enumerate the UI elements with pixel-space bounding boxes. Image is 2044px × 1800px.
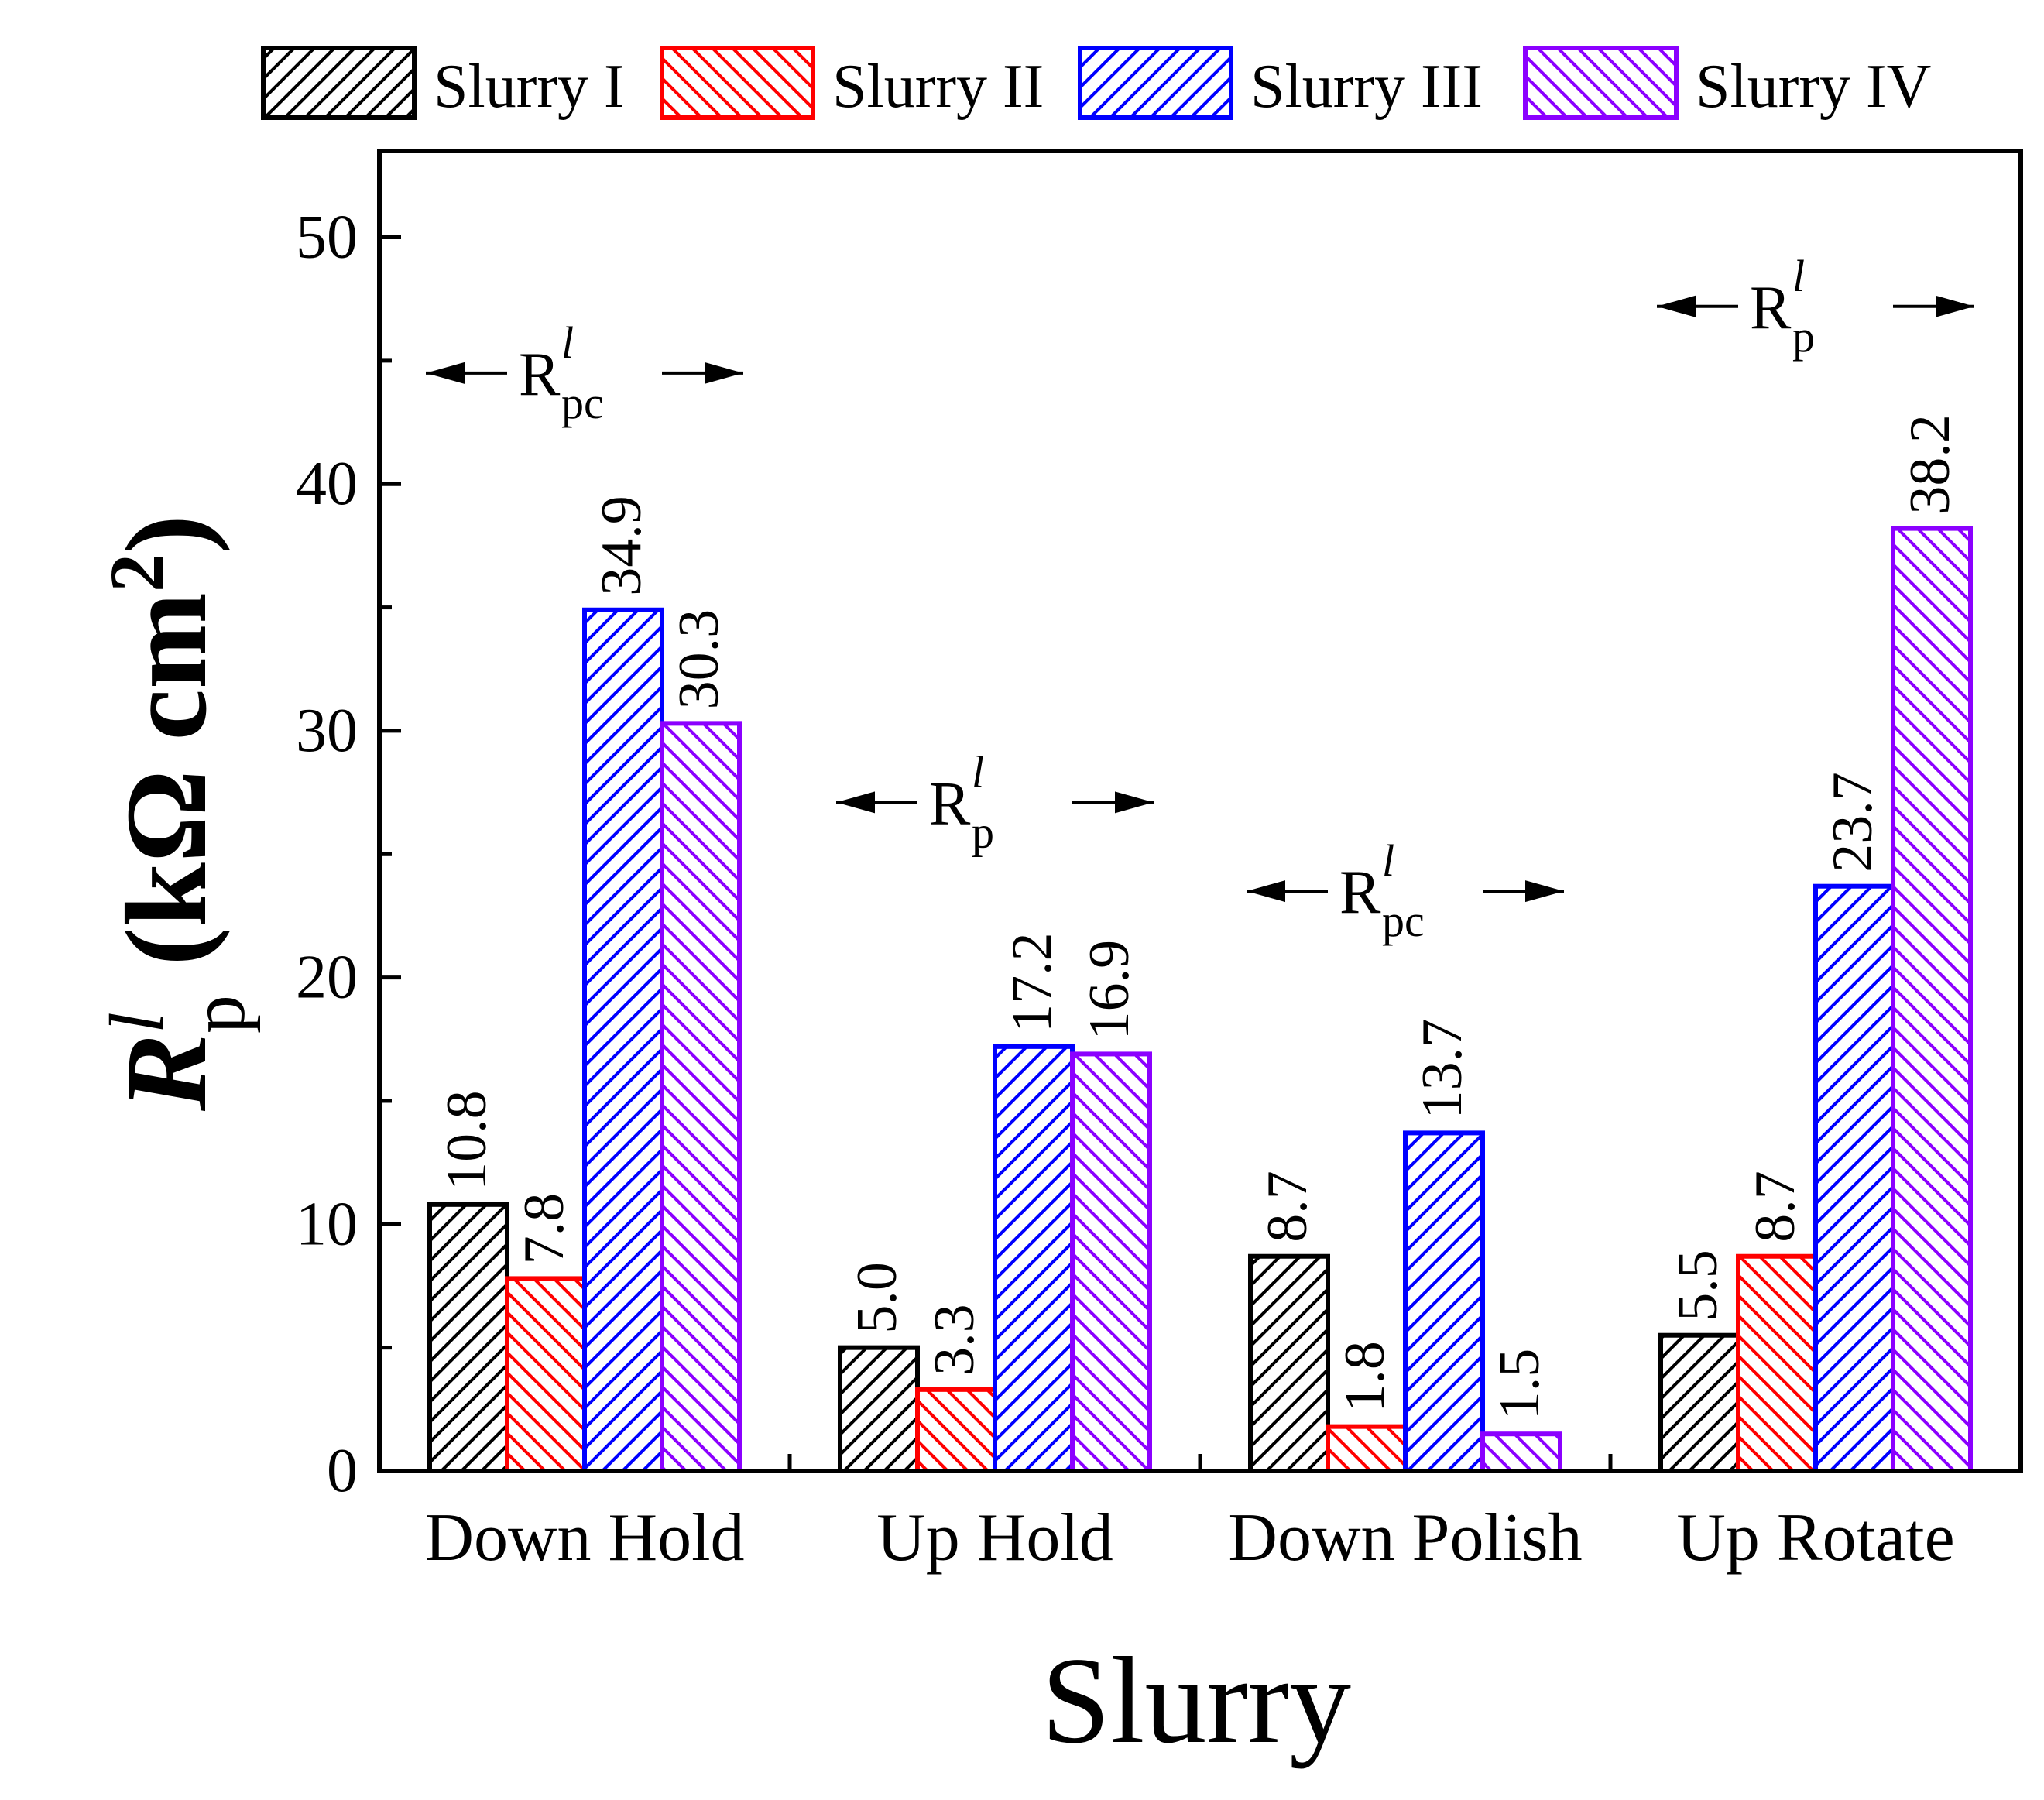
- legend-label: Slurry III: [1250, 53, 1483, 121]
- bar-slurry-i-up-rotate: [1658, 1332, 1740, 1473]
- data-label: 1.5: [1488, 1349, 1552, 1421]
- legend-item-slurry-i: Slurry I: [261, 46, 625, 121]
- x-tick-label: Down Polish: [1228, 1500, 1582, 1575]
- annotation-sup: l: [561, 317, 574, 368]
- data-label: 10.8: [435, 1090, 499, 1191]
- data-label: 7.8: [513, 1193, 576, 1265]
- annotation-base: R: [519, 341, 561, 409]
- data-label: 13.7: [1411, 1019, 1474, 1119]
- bar-slurry-ii-up-hold: [915, 1387, 997, 1474]
- y-axis-label-text: Rlp (kΩ cm2): [94, 515, 261, 1112]
- data-label: 8.7: [1744, 1171, 1807, 1243]
- bar-slurry-iv-up-hold: [1070, 1051, 1152, 1474]
- y-tick-label: 50: [296, 204, 358, 272]
- y-label-unit-sup: 2: [94, 554, 180, 592]
- y-tick-label: 30: [296, 697, 358, 765]
- annotation-arrowhead-right: [705, 362, 743, 384]
- bar-slurry-iii-up-hold: [993, 1044, 1075, 1473]
- legend-item-slurry-iii: Slurry III: [1078, 46, 1483, 121]
- bar-slurry-ii-down-polish: [1326, 1424, 1408, 1473]
- bar-slurry-i-up-hold: [838, 1345, 920, 1473]
- legend-swatch: [660, 46, 815, 120]
- x-tick-label: Up Rotate: [1676, 1500, 1954, 1575]
- legend-label: Slurry II: [832, 53, 1044, 121]
- y-label-sup: l: [94, 1012, 180, 1034]
- legend-swatch: [1523, 46, 1679, 120]
- bar-slurry-i-down-hold: [427, 1202, 509, 1474]
- annotation-arrowhead-left: [836, 791, 875, 814]
- data-label: 17.2: [1000, 932, 1064, 1033]
- y-tick-label: 40: [296, 450, 358, 518]
- bar-slurry-iv-down-hold: [660, 721, 742, 1473]
- annotation-arrowhead-left: [1657, 295, 1696, 317]
- annotation-arrowhead-right: [1936, 295, 1974, 317]
- annotation-arrowhead-right: [1525, 880, 1564, 903]
- annotation-arrowhead-left: [426, 362, 465, 384]
- data-label: 34.9: [590, 495, 653, 596]
- x-tick-label: Down Hold: [424, 1500, 744, 1575]
- annotation-base: R: [1750, 274, 1792, 342]
- bar-slurry-iii-up-rotate: [1813, 883, 1895, 1473]
- plot-area: 10.87.8 34.930.3 5.03.3 17.2 16.9 8.7 1.8 13.7 1…: [296, 149, 2023, 1575]
- data-label: 23.7: [1821, 772, 1885, 873]
- bar-slurry-i-down-polish: [1248, 1253, 1330, 1473]
- annotation-arrowhead-right: [1115, 791, 1154, 814]
- y-tick-label: 10: [296, 1190, 358, 1258]
- annotation-sub: p: [1792, 311, 1815, 362]
- legend-item-slurry-iv: Slurry IV: [1523, 46, 1931, 121]
- y-tick-label: 0: [327, 1437, 358, 1505]
- data-label: 16.9: [1078, 940, 1141, 1041]
- y-axis-label: Rlp (kΩ cm2): [94, 515, 261, 1112]
- bar-slurry-iii-down-polish: [1403, 1130, 1485, 1474]
- legend-label: Slurry I: [434, 53, 625, 121]
- annotation-sup: l: [1382, 835, 1394, 886]
- data-label: 8.7: [1256, 1171, 1319, 1243]
- legend: Slurry I Slurry II Slurry III Slurry IV: [261, 46, 1931, 121]
- annotation-base: R: [1339, 859, 1381, 927]
- legend-label: Slurry IV: [1696, 53, 1931, 121]
- annotation-sub: pc: [1382, 896, 1425, 946]
- data-label: 1.8: [1333, 1341, 1397, 1413]
- legend-swatch: [1078, 46, 1233, 120]
- y-label-main: R: [102, 1034, 231, 1112]
- x-axis-label: Slurry: [1041, 1631, 1351, 1769]
- data-label: 30.3: [667, 609, 731, 710]
- annotation-base: R: [929, 770, 971, 838]
- data-label: 5.0: [845, 1262, 909, 1334]
- bar-slurry-iii-down-hold: [582, 607, 664, 1473]
- bar-slurry-ii-up-rotate: [1736, 1253, 1818, 1473]
- annotation-sup: l: [1792, 251, 1805, 301]
- y-tick-label: 20: [296, 944, 358, 1012]
- y-label-unit: (kΩ cm: [102, 592, 231, 995]
- y-label-sub: p: [175, 995, 261, 1034]
- bar-slurry-iv-up-rotate: [1891, 526, 1973, 1473]
- data-label: 38.2: [1898, 414, 1962, 515]
- bar-slurry-iv-down-polish: [1480, 1431, 1562, 1474]
- data-label: 3.3: [923, 1304, 986, 1376]
- legend-swatch: [261, 46, 417, 120]
- bar-slurry-ii-down-hold: [505, 1276, 587, 1473]
- y-label-unit-suffix: ): [102, 515, 231, 554]
- x-tick-label: Up Hold: [876, 1500, 1113, 1575]
- annotation-arrowhead-left: [1247, 880, 1285, 903]
- annotation-sub: p: [972, 807, 994, 857]
- legend-item-slurry-ii: Slurry II: [660, 46, 1044, 121]
- annotation-sup: l: [972, 746, 984, 797]
- annotation-sub: pc: [561, 378, 604, 428]
- data-label: 5.5: [1666, 1250, 1730, 1322]
